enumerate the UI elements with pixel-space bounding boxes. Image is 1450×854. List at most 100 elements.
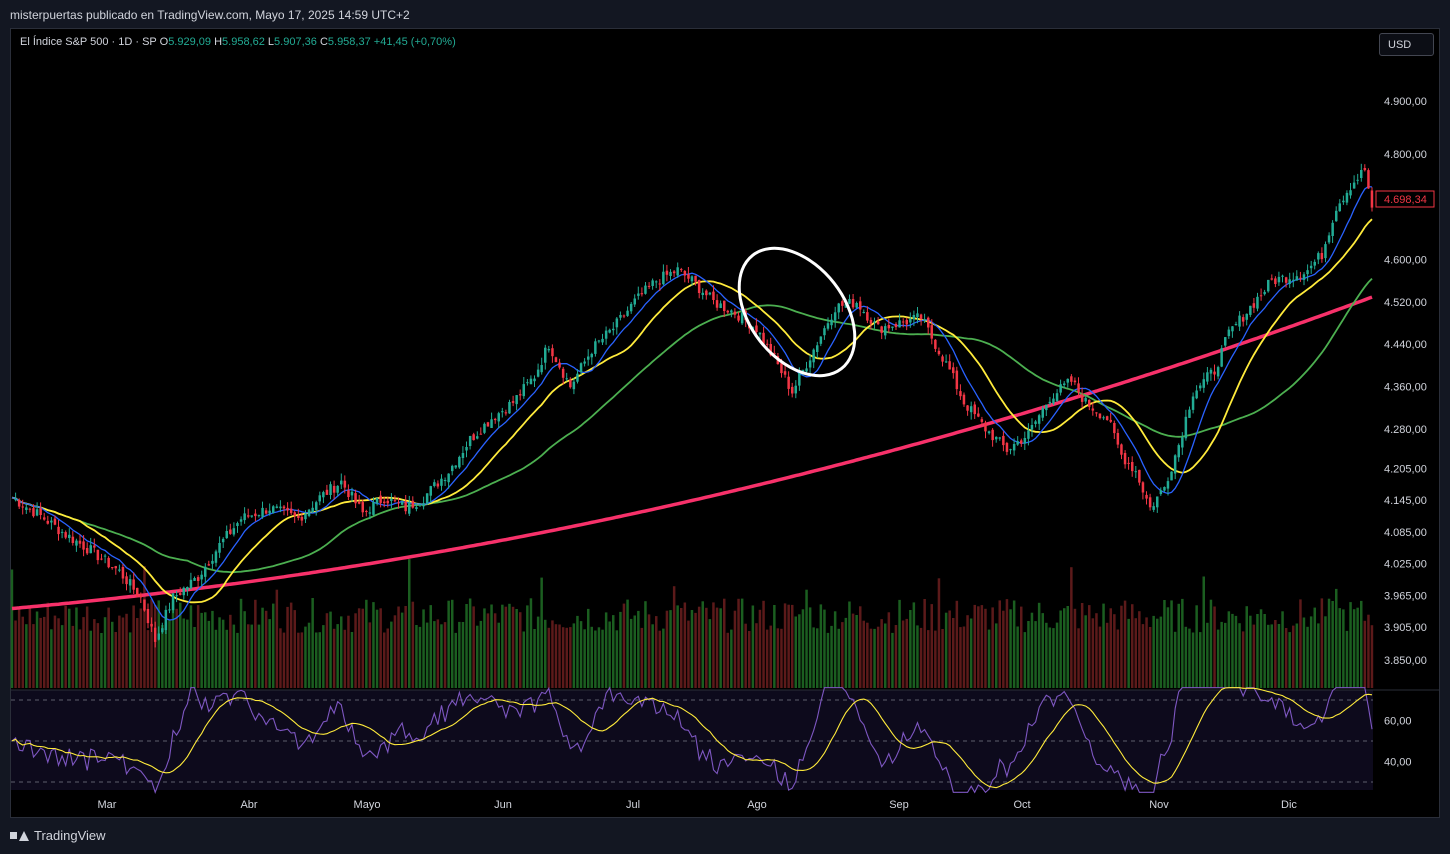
- volume-bar: [683, 602, 687, 688]
- candle-body: [1105, 416, 1109, 420]
- volume-bar: [755, 623, 758, 688]
- candle-body: [612, 328, 615, 331]
- change-value: +41,45 (+0,70%): [373, 36, 456, 48]
- price-tick-label: 4.360,00: [1384, 382, 1427, 394]
- volume-bar: [146, 630, 150, 688]
- candle-body: [544, 347, 547, 363]
- volume-bar: [744, 623, 747, 688]
- candle-body: [1252, 303, 1256, 308]
- volume-bar: [232, 624, 236, 688]
- volume-bar: [944, 612, 948, 688]
- candle-body: [837, 303, 840, 313]
- candle-body: [959, 391, 962, 397]
- candle-body: [1016, 441, 1019, 445]
- volume-bar: [1309, 616, 1313, 688]
- volume-bar: [451, 599, 454, 688]
- volume-bar: [1005, 599, 1009, 688]
- volume-bar: [347, 615, 350, 688]
- volume-bar: [572, 623, 576, 688]
- candle-body: [393, 500, 397, 502]
- low-value: 5.907,36: [274, 36, 317, 48]
- candle-body: [662, 271, 665, 285]
- candle-body: [1073, 380, 1077, 383]
- candle-body: [411, 500, 415, 508]
- volume-bar: [561, 627, 565, 688]
- volume-bar: [862, 620, 865, 688]
- candle-body: [1041, 408, 1044, 418]
- volume-bar: [204, 612, 207, 688]
- ma-slow-line: [11, 277, 1373, 574]
- volume-bar: [948, 610, 951, 688]
- volume-bar: [1002, 610, 1005, 688]
- volume-bar: [136, 618, 139, 688]
- ma-slow-path: [11, 277, 1373, 574]
- volume-bar: [1191, 632, 1195, 688]
- volume-bar: [289, 602, 293, 688]
- candle-body: [901, 321, 905, 323]
- volume-bar: [476, 625, 479, 688]
- volume-bar: [1245, 606, 1248, 688]
- volume-bar: [1363, 620, 1367, 688]
- candle-body: [397, 502, 400, 504]
- candle-body: [1170, 471, 1173, 481]
- volume-bar: [1148, 627, 1152, 688]
- volume-bar: [78, 629, 82, 688]
- candle-body: [32, 508, 35, 517]
- candle-body: [1227, 329, 1231, 337]
- volume-bar: [544, 619, 547, 688]
- candle-body: [1134, 471, 1137, 473]
- volume-bar: [816, 628, 819, 688]
- candle-body: [973, 404, 976, 415]
- candle-body: [737, 315, 740, 321]
- volume-bar: [830, 625, 833, 688]
- volume-bar: [121, 617, 125, 688]
- volume-bar: [522, 631, 525, 688]
- candle-body: [572, 381, 576, 390]
- volume-bar: [1141, 624, 1145, 688]
- candle-body: [701, 292, 704, 295]
- candle-body: [1034, 421, 1037, 424]
- volume-bar: [272, 603, 275, 688]
- candle-body: [1327, 235, 1331, 243]
- candle-body: [658, 283, 661, 285]
- volume-bar: [307, 622, 311, 688]
- tradingview-brand[interactable]: TradingView: [10, 828, 106, 843]
- candle-body: [1012, 444, 1016, 451]
- volume-bar: [275, 589, 279, 688]
- candle-body: [300, 516, 304, 521]
- time-tick-label: Jul: [626, 799, 640, 811]
- candle-body: [919, 314, 923, 320]
- candle-body: [293, 512, 296, 516]
- candle-body: [1088, 399, 1091, 407]
- volume-bar: [93, 619, 96, 688]
- volume-bar: [565, 627, 568, 688]
- candle-body: [468, 436, 472, 446]
- volume-bar: [1213, 606, 1216, 688]
- currency-button[interactable]: USD: [1379, 33, 1434, 56]
- candle-body: [1156, 496, 1159, 508]
- volume-bar: [32, 624, 35, 688]
- volume-bar: [1360, 600, 1363, 688]
- volume-bar: [805, 589, 808, 688]
- candle-body: [225, 531, 228, 539]
- candle-body: [934, 339, 937, 349]
- volume-bar: [1012, 600, 1016, 688]
- candle-body: [114, 566, 117, 569]
- price-tick-label: 4.145,00: [1384, 495, 1427, 507]
- candle-body: [1181, 437, 1184, 448]
- candle-body: [207, 564, 211, 566]
- candle-body: [143, 599, 146, 611]
- candle-body: [375, 498, 379, 504]
- volume-bar: [25, 624, 28, 688]
- volume-bar: [987, 629, 991, 688]
- candle-body: [1173, 455, 1177, 474]
- volume-bar: [35, 611, 39, 688]
- candle-body: [515, 395, 518, 405]
- volume-bar: [443, 622, 447, 688]
- volume-bar: [225, 629, 228, 688]
- volume-bar: [697, 606, 701, 688]
- candle-body: [1131, 462, 1134, 472]
- price-axis: 4.900,00 4.800,00 4.600,00 4.520,00 4.440,00…: [1375, 96, 1435, 667]
- candle-body: [418, 504, 422, 506]
